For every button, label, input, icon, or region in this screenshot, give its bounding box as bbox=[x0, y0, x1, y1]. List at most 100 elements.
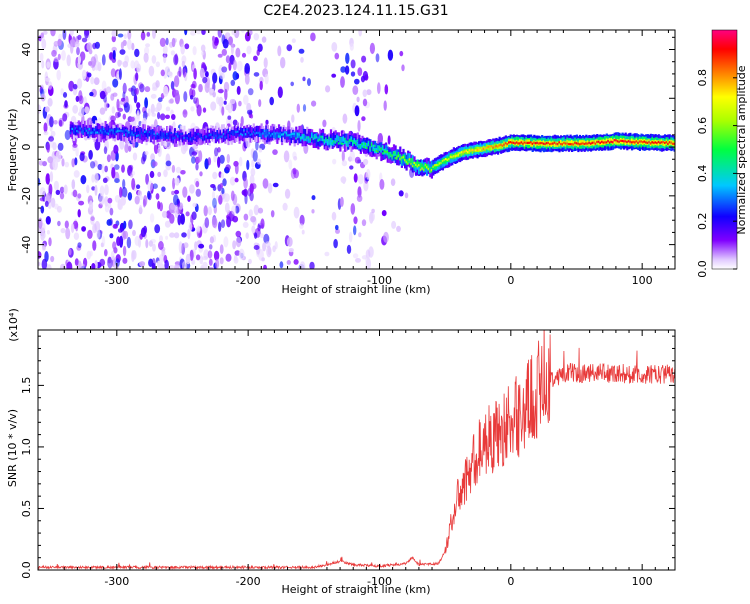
heatmap-cell bbox=[138, 195, 144, 200]
heatmap-ridge-cell bbox=[490, 145, 493, 151]
heatmap-cell bbox=[333, 238, 338, 249]
heatmap-cell bbox=[174, 189, 180, 195]
heatmap-ridge-cell bbox=[143, 130, 147, 141]
snr-y-axis-label: SNR (10 * v/v) bbox=[6, 409, 19, 487]
heatmap-cell bbox=[62, 113, 68, 122]
heatmap-x-tick-label: 0 bbox=[507, 274, 514, 287]
heatmap-cell bbox=[57, 38, 62, 47]
heatmap-ridge-cell bbox=[621, 139, 624, 142]
heatmap-ridge-cell bbox=[230, 131, 233, 134]
heatmap-ridge-cell bbox=[575, 142, 578, 145]
heatmap-ridge-cell bbox=[612, 141, 615, 144]
heatmap-cell bbox=[68, 248, 72, 256]
heatmap-ridge-cell bbox=[183, 125, 186, 142]
heatmap-ridge-cell bbox=[456, 154, 459, 157]
heatmap-ridge-cell bbox=[325, 137, 328, 144]
heatmap-ridge-cell bbox=[311, 135, 314, 139]
heatmap-cell bbox=[139, 205, 143, 213]
heatmap-ridge-cell bbox=[150, 132, 153, 135]
heatmap-ridge-cell bbox=[399, 154, 402, 160]
heatmap-ridge-cell bbox=[473, 149, 476, 152]
heatmap-cell bbox=[354, 156, 361, 164]
heatmap-cell bbox=[210, 101, 217, 111]
heatmap-ridge-cell bbox=[296, 132, 299, 135]
heatmap-ridge-cell bbox=[132, 133, 136, 136]
heatmap-ridge-cell bbox=[646, 141, 649, 144]
heatmap-cell bbox=[226, 216, 232, 228]
heatmap-cell bbox=[43, 131, 49, 136]
heatmap-ridge-cell bbox=[159, 131, 162, 137]
heatmap-ridge-cell bbox=[635, 140, 638, 143]
heatmap-cell bbox=[110, 250, 115, 261]
heatmap-ridge-cell bbox=[233, 130, 236, 133]
heatmap-cell bbox=[122, 257, 128, 264]
heatmap-cell bbox=[174, 264, 180, 269]
heatmap-cell bbox=[38, 160, 44, 166]
heatmap-cell bbox=[117, 60, 123, 66]
heatmap-ridge-cell bbox=[613, 139, 616, 142]
heatmap-ridge-cell bbox=[290, 132, 293, 135]
heatmap-ridge-cell bbox=[71, 127, 74, 130]
heatmap-cell bbox=[86, 250, 92, 260]
heatmap-cell bbox=[331, 73, 337, 78]
heatmap-ridge-cell bbox=[356, 139, 359, 142]
heatmap-cell bbox=[81, 37, 88, 43]
heatmap-cell bbox=[254, 232, 258, 239]
heatmap-ridge-cell bbox=[172, 137, 175, 140]
heatmap-cell bbox=[148, 240, 153, 247]
heatmap-cell bbox=[126, 39, 132, 50]
heatmap-cell bbox=[121, 164, 125, 173]
heatmap-ridge-cell bbox=[203, 135, 206, 138]
heatmap-ridge-cell bbox=[651, 141, 654, 144]
heatmap-ridge-cell bbox=[649, 142, 652, 145]
snr-y-tick-label: 0.5 bbox=[20, 500, 33, 518]
heatmap-cell bbox=[119, 49, 126, 55]
heatmap-cell bbox=[213, 154, 217, 163]
snr-y-tick-label: 0.0 bbox=[20, 561, 33, 579]
heatmap-cell bbox=[192, 145, 199, 150]
heatmap-cell bbox=[151, 258, 156, 269]
snr-x-axis-label: Height of straight line (km) bbox=[281, 583, 430, 596]
heatmap-ridge-cell bbox=[251, 133, 254, 136]
heatmap-cell bbox=[352, 85, 359, 95]
heatmap-cell bbox=[191, 80, 197, 89]
heatmap-ridge-cell bbox=[427, 168, 430, 171]
colorbar-tick-label: 0.4 bbox=[696, 165, 709, 183]
heatmap-cell bbox=[198, 243, 205, 249]
heatmap-ridge-cell bbox=[602, 141, 605, 144]
heatmap-ridge-cell bbox=[259, 133, 262, 136]
heatmap-cell bbox=[102, 177, 108, 183]
heatmap-cell bbox=[116, 236, 121, 247]
heatmap-ridge-cell bbox=[556, 143, 559, 146]
heatmap-ridge-cell bbox=[342, 142, 345, 145]
heatmap-ridge-cell bbox=[273, 131, 276, 137]
heatmap-ridge-cell bbox=[413, 163, 416, 169]
heatmap-ridge-cell bbox=[85, 130, 88, 136]
heatmap-cell bbox=[213, 250, 220, 261]
heatmap-cell bbox=[221, 66, 228, 73]
heatmap-cell bbox=[262, 178, 269, 189]
heatmap-cell bbox=[150, 153, 156, 162]
heatmap-cell bbox=[191, 156, 196, 164]
heatmap-ridge-cell bbox=[273, 135, 276, 139]
heatmap-ridge-cell bbox=[446, 158, 449, 161]
heatmap-ridge-cell bbox=[90, 131, 93, 134]
heatmap-cell bbox=[238, 100, 242, 107]
heatmap-x-axis-label: Height of straight line (km) bbox=[281, 283, 430, 296]
heatmap-ridge-cell bbox=[107, 132, 110, 135]
heatmap-ridge-cell bbox=[180, 132, 183, 136]
heatmap-ridge-cell bbox=[281, 133, 284, 136]
heatmap-ridge-cell bbox=[668, 141, 671, 144]
heatmap-cell bbox=[56, 69, 61, 81]
heatmap-ridge-cell bbox=[528, 141, 531, 144]
heatmap-ridge-cell bbox=[564, 142, 567, 145]
heatmap-cell bbox=[227, 105, 231, 110]
heatmap-cell bbox=[92, 223, 97, 234]
heatmap-ridge-cell bbox=[519, 142, 522, 145]
heatmap-ridge-cell bbox=[530, 141, 533, 147]
heatmap-ridge-cell bbox=[504, 142, 507, 145]
heatmap-ridge-cell bbox=[95, 131, 98, 134]
heatmap-ridge-cell bbox=[169, 131, 172, 137]
heatmap-cell bbox=[250, 168, 256, 177]
heatmap-ridge-cell bbox=[139, 134, 142, 137]
